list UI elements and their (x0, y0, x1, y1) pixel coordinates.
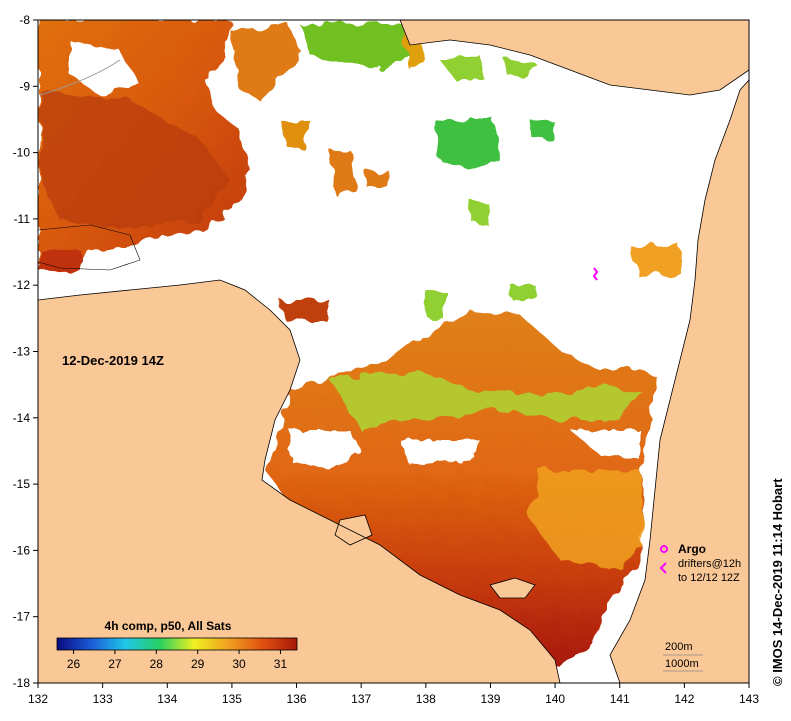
drifters-range: to 12/12 12Z (678, 572, 740, 584)
colorbar-tick-label: 30 (232, 657, 246, 671)
cloud-gap-1 (290, 430, 360, 470)
map-plot-area (38, 20, 749, 683)
y-tick-label: -10 (13, 146, 31, 160)
y-tick-label: -11 (14, 212, 31, 226)
x-tick-label: 135 (222, 692, 242, 706)
sst-fragment-14 (425, 290, 445, 320)
land-cape-york (610, 20, 749, 683)
x-axis: 132 133 134 135 136 137 138 139 140 141 142 143 (28, 683, 759, 706)
x-tick-label: 141 (610, 692, 630, 706)
sst-north-fragment-2 (300, 22, 410, 70)
coastline-melville (38, 224, 141, 271)
cloud-gap-nw (70, 40, 140, 95)
land-png (400, 20, 749, 95)
x-tick-label: 138 (416, 692, 436, 706)
credit-label: © IMOS 14-Dec-2019 11:14 Hobart (770, 478, 785, 686)
sst-coast-fragment (280, 300, 330, 320)
date-label: 12-Dec-2019 14Z (62, 353, 164, 368)
sst-west-coast-fragment (40, 250, 80, 272)
y-tick-label: -13 (13, 345, 31, 359)
contour-200m-label: 200m (665, 641, 693, 653)
sst-north-fragment-4 (440, 55, 485, 80)
sst-north-fragment-5 (435, 120, 500, 170)
argo-legend: Argo drifters@12h to 12/12 12Z (659, 542, 741, 584)
y-tick-label: -9 (19, 79, 30, 93)
x-tick-label: 136 (287, 692, 307, 706)
colorbar-title: 4h comp, p50, All Sats (105, 619, 232, 633)
sst-fragment-12 (630, 245, 682, 278)
colorbar-tick-label: 26 (67, 657, 81, 671)
x-tick-label: 133 (93, 692, 113, 706)
colorbar-tick-label: 27 (108, 657, 122, 671)
x-tick-label: 143 (739, 692, 759, 706)
sst-fragment-8 (365, 170, 390, 188)
sst-northwest-hot (40, 90, 230, 230)
x-tick-label: 134 (157, 692, 177, 706)
colorbar-scale (56, 637, 298, 651)
argo-symbol-icon (660, 545, 668, 553)
colorbar-tick-label: 29 (191, 657, 205, 671)
sst-east-warm (530, 470, 645, 570)
sst-fragment-13 (510, 285, 535, 300)
coastline-west-south (38, 279, 561, 683)
y-tick-label: -18 (13, 676, 31, 690)
x-tick-label: 139 (480, 692, 500, 706)
sst-fragment-6 (330, 150, 355, 195)
colorbar-ticks: 26 27 28 29 30 31 (67, 650, 288, 671)
x-tick-label: 142 (674, 692, 694, 706)
coastline-png (399, 20, 749, 96)
contour-legend: 200m 1000m (663, 641, 703, 672)
y-tick-label: -15 (13, 477, 31, 491)
y-tick-label: -17 (13, 610, 31, 624)
coastline-islands (334, 514, 536, 599)
land (38, 20, 749, 683)
y-axis: -8 -9 -10 -11 -12 -13 -14 -15 -16 -17 -18 (13, 13, 38, 690)
sst-fragment-10 (530, 120, 555, 140)
x-tick-label: 137 (351, 692, 371, 706)
sst-fragment-9 (470, 200, 490, 225)
colorbar-tick-label: 28 (150, 657, 164, 671)
argo-label: Argo (678, 542, 706, 556)
x-tick-label: 132 (28, 692, 48, 706)
drifters-label: drifters@12h (678, 558, 741, 570)
contour-line-nw (39, 59, 121, 96)
x-tick-label: 140 (545, 692, 565, 706)
cloud-gap-2 (400, 440, 480, 465)
drifter-track (592, 267, 599, 281)
colorbar-tick-label: 31 (274, 657, 288, 671)
y-tick-label: -12 (13, 278, 31, 292)
land-mornington-island (490, 578, 535, 598)
contour-1000m-label: 1000m (665, 658, 699, 670)
drifter-symbol-icon (659, 562, 667, 574)
sst-fragment-11 (505, 60, 535, 78)
sst-fragment-7 (280, 120, 310, 150)
cloud-gaps (290, 430, 640, 470)
colorbar: 4h comp, p50, All Sats 26 27 28 29 30 31 (56, 619, 298, 671)
sst-north-fragment-1 (230, 25, 300, 100)
sst-swaths (38, 20, 682, 665)
sst-front-green (330, 370, 640, 430)
land-groote-eylandt (335, 515, 372, 545)
y-tick-label: -14 (13, 411, 31, 425)
argo-markers (592, 267, 599, 281)
y-tick-label: -8 (19, 13, 30, 27)
y-tick-label: -16 (13, 543, 31, 557)
coastline-cape-york (609, 79, 749, 683)
cloud-gap-3 (570, 430, 640, 460)
land-mainland-west-south (38, 280, 560, 683)
